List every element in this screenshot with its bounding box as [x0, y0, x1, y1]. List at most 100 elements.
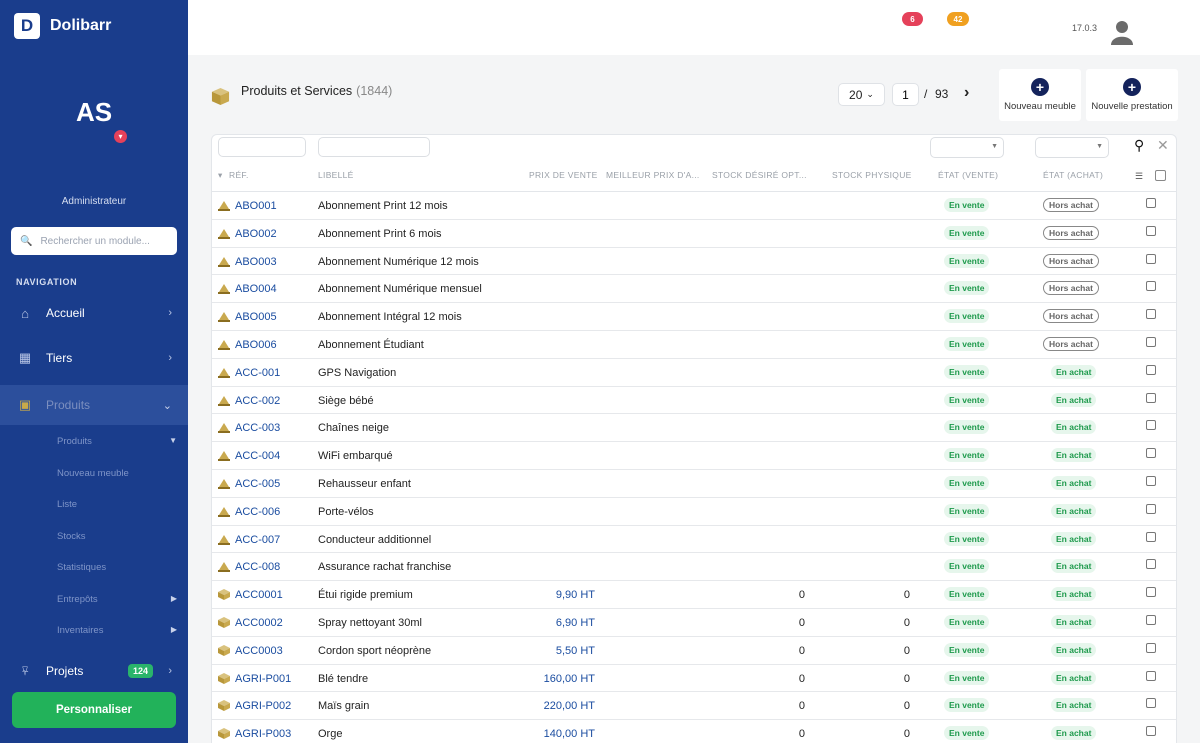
row-checkbox[interactable] [1146, 309, 1156, 320]
user-avatar-icon[interactable] [1111, 19, 1133, 45]
table-row[interactable]: ACC0003 Cordon sport néoprène 5,50 HT 0 0 En … [212, 637, 1176, 665]
col-best-buy-price[interactable]: MEILLEUR PRIX D'A... [606, 170, 699, 180]
page-number-input[interactable] [892, 83, 919, 106]
row-checkbox[interactable] [1146, 476, 1156, 486]
table-row[interactable]: ABO005 Abonnement Intégral 12 mois En vent… [212, 303, 1176, 331]
sidebar-item-tiers[interactable]: ▦ Tiers › [0, 338, 188, 378]
module-search-input[interactable] [40, 235, 161, 247]
search-icon[interactable]: ⚲ [1134, 137, 1145, 153]
row-checkbox[interactable] [1146, 420, 1156, 431]
product-ref-link[interactable]: ACC-005 [235, 478, 281, 490]
submenu-inventaires[interactable]: Inventaires ▶ [57, 625, 181, 636]
product-ref-link[interactable]: ABO003 [235, 255, 277, 268]
product-ref-link[interactable]: ACC-003 [235, 422, 281, 435]
table-row[interactable]: AGRI-P002 Maïs grain 220,00 HT 0 0 En vente En… [212, 692, 1176, 721]
row-checkbox[interactable] [1146, 281, 1156, 292]
row-checkbox[interactable] [1146, 253, 1156, 264]
table-row[interactable]: ACC-007 Conducteur additionnel En vente En … [212, 526, 1176, 554]
row-checkbox[interactable] [1146, 670, 1156, 681]
product-ref-link[interactable]: ACC0003 [235, 644, 283, 657]
table-row[interactable]: AGRI-P001 Blé tendre 160,00 HT 0 0 En vente En… [212, 665, 1176, 693]
filter-ref-input[interactable] [218, 137, 306, 157]
row-checkbox[interactable] [1146, 225, 1156, 236]
row-checkbox[interactable] [1146, 503, 1156, 514]
notification-badge-red[interactable]: 6 [902, 12, 923, 26]
row-checkbox[interactable] [1146, 531, 1156, 542]
product-ref-link[interactable]: ABO001 [235, 200, 277, 212]
product-ref-link[interactable]: ABO004 [235, 283, 277, 296]
row-checkbox[interactable] [1146, 642, 1156, 653]
row-checkbox[interactable] [1146, 337, 1156, 347]
chevron-down-icon[interactable]: ▾ [114, 130, 127, 143]
product-ref-link[interactable]: AGRI-P003 [235, 728, 292, 741]
sidebar-item-produits[interactable]: ▣ Produits ⌄ [0, 385, 188, 425]
submenu-produits[interactable]: Produits ▼ [57, 436, 181, 447]
row-checkbox[interactable] [1146, 392, 1156, 403]
col-label[interactable]: LIBELLÉ [318, 170, 354, 180]
product-ref-link[interactable]: AGRI-P001 [235, 672, 292, 685]
submenu-statistiques[interactable]: Statistiques [57, 562, 107, 573]
row-checkbox[interactable] [1146, 726, 1156, 737]
col-sale-price[interactable]: PRIX DE VENTE [529, 170, 598, 180]
list-options-icon[interactable]: ☰ [1135, 171, 1144, 181]
product-ref-link[interactable]: ACC-008 [235, 561, 281, 574]
col-sale-status[interactable]: ÉTAT (VENTE) [938, 170, 999, 180]
limit-select[interactable]: 20 ⌄ [838, 83, 885, 106]
product-ref-link[interactable]: ABO006 [235, 339, 277, 351]
table-row[interactable]: ACC-008 Assurance rachat franchise En vent… [212, 553, 1176, 582]
row-checkbox[interactable] [1146, 587, 1156, 598]
product-ref-link[interactable]: ACC-004 [235, 450, 281, 463]
row-checkbox[interactable] [1146, 448, 1156, 459]
table-row[interactable]: ACC-003 Chaînes neige En vente En achat [212, 414, 1176, 443]
product-ref-link[interactable]: ACC-006 [235, 505, 281, 518]
col-ref[interactable]: RÉF. [229, 170, 249, 180]
table-row[interactable]: ABO003 Abonnement Numérique 12 mois En ven… [212, 248, 1176, 276]
table-row[interactable]: ACC0002 Spray nettoyant 30ml 6,90 HT 0 0 En v… [212, 609, 1176, 637]
close-icon[interactable]: ✕ [1157, 137, 1169, 153]
customize-button[interactable]: Personnaliser [12, 692, 176, 728]
row-checkbox[interactable] [1146, 198, 1156, 208]
table-row[interactable]: ABO004 Abonnement Numérique mensuel En ven… [212, 275, 1176, 304]
row-checkbox[interactable] [1146, 559, 1156, 570]
submenu-entrepots[interactable]: Entrepôts ▶ [57, 594, 181, 605]
new-furniture-button[interactable]: + Nouveau meuble [999, 69, 1081, 121]
submenu-nouveau-meuble[interactable]: Nouveau meuble [57, 468, 129, 479]
row-checkbox[interactable] [1146, 615, 1156, 625]
sidebar-item-accueil[interactable]: ⌂ Accueil › [0, 293, 188, 333]
filter-buy-status-select[interactable]: ▼ [1035, 137, 1109, 158]
row-checkbox[interactable] [1146, 364, 1156, 375]
submenu-liste[interactable]: Liste [57, 499, 78, 510]
user-initials[interactable]: AS [75, 97, 113, 127]
product-ref-link[interactable]: ABO002 [235, 227, 277, 240]
product-ref-link[interactable]: ACC-001 [235, 366, 281, 379]
table-row[interactable]: ABO002 Abonnement Print 6 mois En vente Hor… [212, 220, 1176, 248]
product-ref-link[interactable]: AGRI-P002 [235, 700, 292, 713]
filter-label-input[interactable] [318, 137, 430, 157]
table-row[interactable]: ACC-002 Siège bébé En vente En achat [212, 387, 1176, 415]
table-row[interactable]: ACC-005 Rehausseur enfant En vente En achat [212, 470, 1176, 498]
col-physical-stock[interactable]: STOCK PHYSIQUE [832, 170, 912, 180]
table-row[interactable]: AGRI-P003 Orge 140,00 HT 0 0 En vente En achat [212, 720, 1176, 743]
col-desired-stock[interactable]: STOCK DÉSIRÉ OPT... [712, 170, 807, 180]
table-row[interactable]: ACC-004 WiFi embarqué En vente En achat [212, 442, 1176, 470]
product-ref-link[interactable]: ABO005 [235, 311, 277, 324]
table-row[interactable]: ACC0001 Étui rigide premium 9,90 HT 0 0 En ve… [212, 581, 1176, 609]
submenu-stocks[interactable]: Stocks [57, 531, 86, 542]
new-service-button[interactable]: + Nouvelle prestation [1086, 69, 1178, 121]
table-row[interactable]: ACC-006 Porte-vélos En vente En achat [212, 498, 1176, 526]
notification-badge-orange[interactable]: 42 [947, 12, 969, 26]
chevron-right-icon[interactable]: › [964, 84, 970, 101]
product-ref-link[interactable]: ACC-007 [235, 533, 281, 546]
table-row[interactable]: ACC-001 GPS Navigation En vente En achat [212, 359, 1176, 387]
table-row[interactable]: ABO006 Abonnement Étudiant En vente Hors ac… [212, 331, 1176, 359]
table-row[interactable]: ABO001 Abonnement Print 12 mois En vente Ho… [212, 192, 1176, 220]
col-buy-status[interactable]: ÉTAT (ACHAT) [1043, 170, 1104, 180]
sidebar-item-projets[interactable]: ⍫ Projets 124 › [0, 651, 188, 691]
product-ref-link[interactable]: ACC0001 [235, 589, 283, 602]
row-checkbox[interactable] [1146, 698, 1156, 709]
product-ref-link[interactable]: ACC-002 [235, 394, 281, 407]
select-all-checkbox[interactable] [1155, 170, 1166, 181]
module-search[interactable]: 🔍 [11, 227, 177, 255]
filter-sale-status-select[interactable]: ▼ [930, 137, 1004, 158]
brand[interactable]: D Dolibarr [14, 13, 111, 39]
